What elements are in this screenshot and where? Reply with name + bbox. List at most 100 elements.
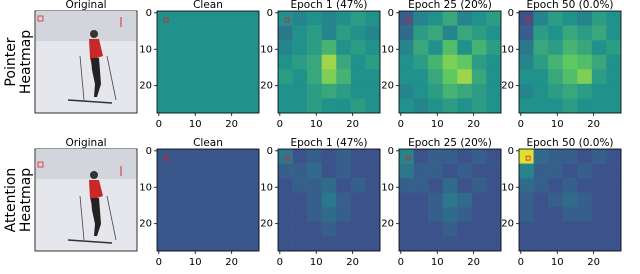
heatmap-cell [533,207,549,223]
heatmap-cell [428,69,444,85]
heatmap-cell [292,54,308,70]
heatmap-cell [350,54,366,70]
heatmap-cell [336,207,352,223]
heatmap-cell [486,192,502,208]
heatmap-cell [365,149,381,164]
x-tick-label: 10 [551,257,564,268]
heatmap-cell [486,149,502,164]
heatmap-cell [533,83,549,99]
heatmap-cell [365,83,381,99]
marker [163,155,169,161]
x-tick-label: 20 [346,257,359,268]
heatmap-cell [336,163,352,179]
heatmap-cell [577,69,593,85]
x-tick-label: 10 [189,119,202,130]
heatmap-cell [562,54,578,70]
y-tick-label: 10 [501,44,514,55]
heatmap-cell [336,149,352,164]
y-tick-label: 20 [139,81,152,92]
heatmap-cell [292,149,308,164]
heatmap-cell [399,98,414,114]
heatmap-cell [562,83,578,99]
heatmap-cell [278,178,293,194]
heatmap-cell [365,178,381,194]
heatmap-cell [577,54,593,70]
heatmap-cell [471,98,487,114]
heatmap-cell [548,178,564,194]
y-tick-label: 10 [139,44,152,55]
heatmap-cell [471,207,487,223]
heatmap-cell [533,54,549,70]
x-tick-label: 20 [467,119,480,130]
heatmap-cell [442,178,458,194]
image-title: Original [65,0,106,11]
heatmap-cell [278,98,293,114]
heatmap-cell [533,40,549,56]
heatmap-cell [399,40,414,56]
heatmap-cell [292,25,308,41]
heatmap-cell [350,163,366,179]
heatmap-cell [457,40,473,56]
heatmap-cell [278,236,293,252]
heatmap-cell [533,163,549,179]
heatmap-cell [548,69,564,85]
heatmap-cell [321,149,337,164]
heatmap-cell [278,69,293,85]
heatmap-cell [486,25,502,41]
marker [525,155,531,161]
x-tick-label: 20 [225,257,238,268]
heatmap-cell [591,207,607,223]
heatmap-cell [307,83,323,99]
heatmap-cell [548,40,564,56]
axes-frame [156,148,260,252]
heatmap-cell [577,149,593,164]
heatmap-cell [471,149,487,164]
heatmap-cell [292,98,308,114]
x-tick-label: 20 [587,119,600,130]
x-tick-label: 0 [398,119,404,130]
axes-frame [277,10,381,114]
heatmap-cell [548,25,564,41]
x-tick-label: 20 [225,119,238,130]
heatmap-cell [457,221,473,237]
heatmap-cell [442,54,458,70]
y-tick-label: 0 [508,146,514,157]
heatmap-cell [413,236,429,252]
heatmap-cell [307,178,323,194]
heatmap-cell [336,11,352,26]
x-tick-label: 20 [346,119,359,130]
heatmap-cell [307,163,323,179]
heatmap-cell [533,98,549,114]
heatmap-cell [486,54,502,70]
heatmap-cell [278,163,293,179]
heatmap-cell [321,83,337,99]
heatmap-cell [307,98,323,114]
heatmap-cell [442,69,458,85]
heatmap-cell [577,25,593,41]
heatmap-cell [336,54,352,70]
heatmap-cell [428,178,444,194]
heatmap-cell [350,236,366,252]
heatmap-cell [428,163,444,179]
heatmap-cell [486,11,502,26]
heatmap-cell [548,221,564,237]
heatmap-cell [471,54,487,70]
heatmap-cell [471,192,487,208]
heatmap-cell [428,236,444,252]
heatmap-cell [428,40,444,56]
panel-title: Epoch 25 (20%) [408,0,492,11]
heatmap-cell [365,236,381,252]
heatmap-cell [533,11,549,26]
heatmap-cell [486,163,502,179]
heatmap-cell [486,69,502,85]
heatmap-cell [606,40,622,56]
heatmap-cell [278,40,293,56]
heatmap-cell [548,11,564,26]
axes-frame [398,148,502,252]
heatmap-cell [562,207,578,223]
heatmap-cell [307,69,323,85]
x-tick-label: 0 [277,119,283,130]
heatmap-cell [399,192,414,208]
heatmap-cell [350,221,366,237]
